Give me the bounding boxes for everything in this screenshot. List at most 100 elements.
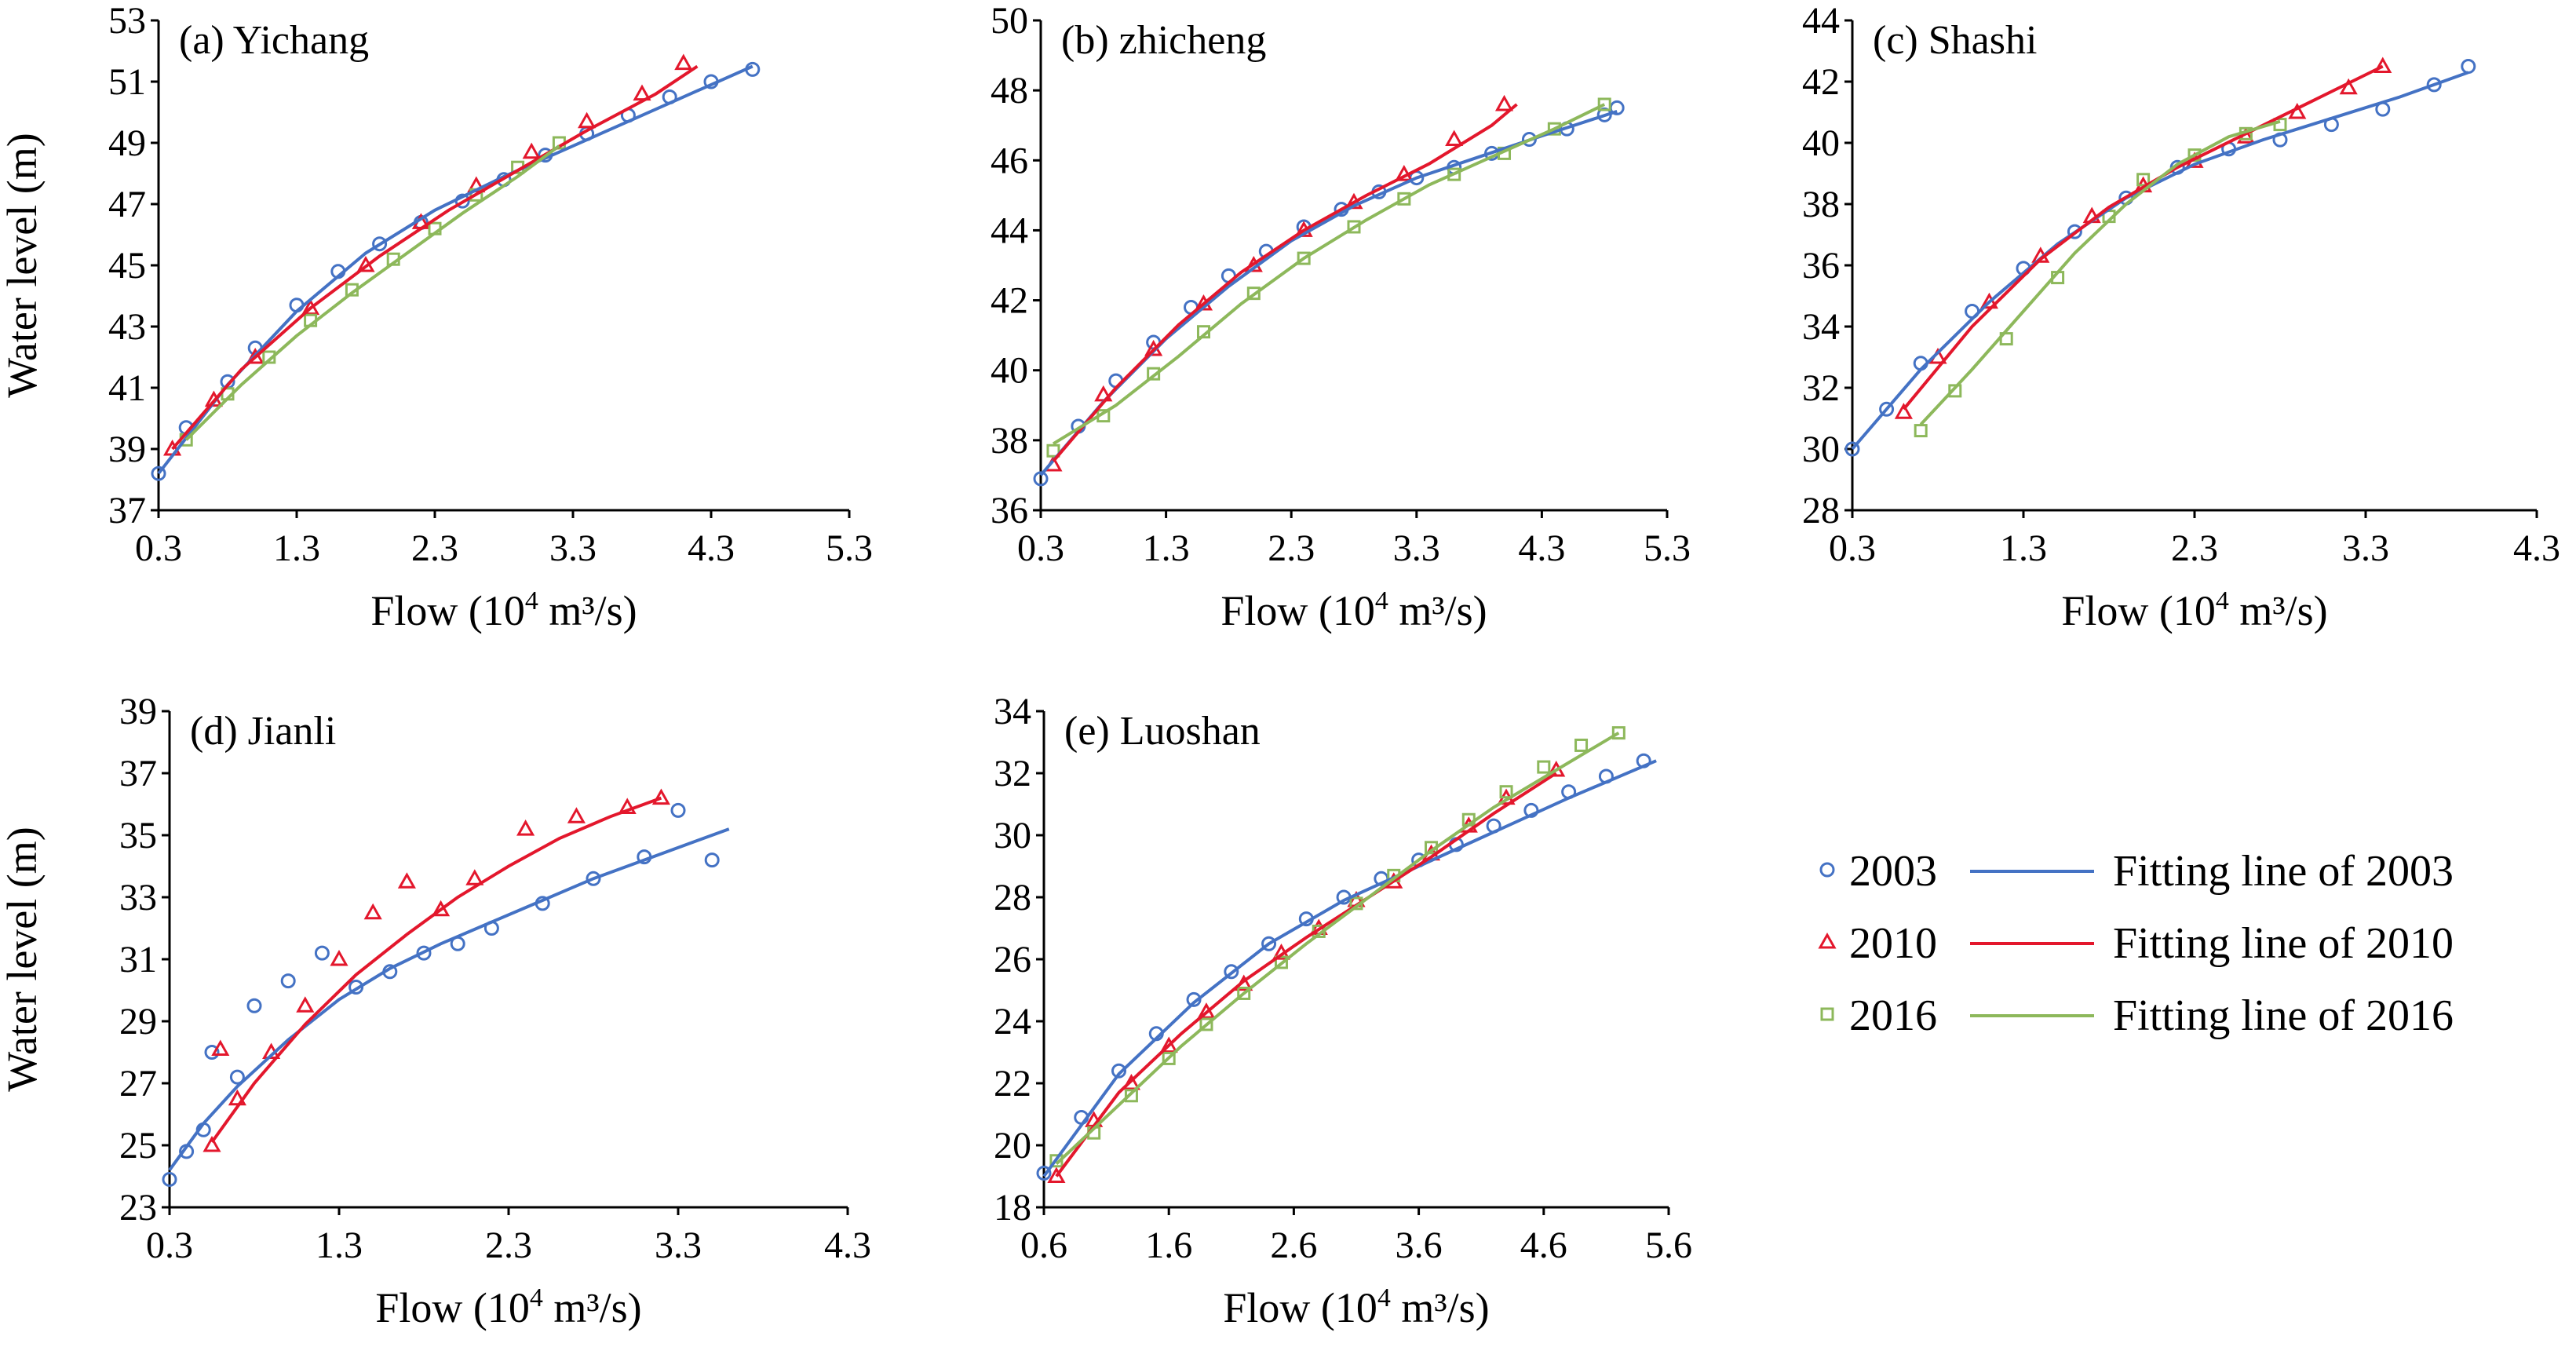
x-tick-label: 2.3 — [485, 1225, 532, 1266]
data-point-2010 — [2339, 78, 2358, 95]
y-tick-label: 40 — [991, 350, 1028, 392]
data-point-2010 — [578, 111, 597, 129]
fitting-line-2010 — [171, 64, 699, 451]
fitting-line-2010 — [210, 796, 662, 1144]
data-point-2003 — [151, 465, 166, 481]
x-tick-label: 5.3 — [1644, 528, 1691, 569]
data-point-2016 — [1347, 220, 1361, 234]
series-2010 — [203, 788, 670, 1152]
chart-panel-4: 0.3 1.3 2.3 3.3 4.3 23 25 27 29 31 33 35 37 39 (d) Jia… — [0, 691, 871, 1331]
x-tick-label: 3.3 — [2342, 528, 2389, 569]
data-point-2010 — [1445, 130, 1464, 147]
y-tick-label: 31 — [119, 939, 157, 980]
x-axis-title: Flow (104 m³/s) — [375, 1283, 641, 1331]
fitting-line-2003 — [1039, 109, 1618, 476]
panel-title: (a) Yichang — [179, 18, 369, 63]
y-tick-label: 30 — [1802, 429, 1840, 470]
data-point-2016 — [1274, 955, 1288, 969]
y-tick-label: 23 — [119, 1187, 157, 1228]
fitting-line-2010 — [1902, 64, 2384, 411]
data-point-2003 — [670, 802, 686, 818]
data-point-2003 — [2067, 224, 2082, 239]
chart-panel-3: 0.3 1.3 2.3 3.3 4.3 28 30 32 34 36 38 40 42 44 (c) Sha… — [1802, 0, 2560, 634]
fitting-line-2003 — [1042, 759, 1657, 1177]
data-point-2016 — [2273, 118, 2287, 132]
y-tick-label: 44 — [991, 210, 1028, 251]
legend-marker-2016 — [1820, 1007, 1834, 1021]
y-tick-label: 28 — [1802, 490, 1840, 531]
y-tick-label: 45 — [108, 245, 146, 287]
x-tick-label: 0.3 — [135, 528, 182, 569]
legend-label-2016: 2016 — [1849, 991, 1937, 1040]
x-tick-label: 0.3 — [1829, 528, 1876, 569]
data-point-2016 — [1397, 192, 1411, 206]
fitting-line-2016 — [1919, 119, 2281, 426]
fitting-line-2003 — [157, 64, 753, 475]
y-tick-label: 38 — [1802, 184, 1840, 225]
y-tick-label: 51 — [108, 61, 146, 103]
fitting-line-2016 — [1055, 731, 1620, 1166]
series-2003 — [1844, 59, 2476, 457]
y-tick-label: 36 — [1802, 245, 1840, 287]
fitting-line-2010 — [1055, 772, 1557, 1177]
y-tick-label: 28 — [994, 877, 1031, 918]
data-point-2003 — [1879, 401, 1895, 417]
y-tick-label: 47 — [108, 184, 146, 225]
panel-title: (c) Shashi — [1873, 18, 2037, 63]
y-tick-label: 41 — [108, 367, 146, 409]
y-tick-label: 44 — [1802, 0, 1840, 42]
series-2003 — [1036, 753, 1651, 1181]
y-tick-label: 33 — [119, 877, 157, 918]
data-point-2010 — [397, 872, 416, 889]
x-tick-label: 2.3 — [2171, 528, 2218, 569]
data-point-2003 — [1261, 936, 1277, 951]
panel-title: (d) Jianli — [190, 709, 336, 754]
data-point-2003 — [280, 973, 296, 989]
data-point-2010 — [363, 903, 382, 920]
data-point-2010 — [674, 53, 693, 71]
fitting-line-2010 — [1052, 103, 1518, 462]
y-tick-label: 37 — [108, 490, 146, 531]
data-point-2003 — [204, 1045, 220, 1060]
series-2010 — [1047, 760, 1566, 1183]
y-tick-label: 38 — [991, 420, 1028, 462]
y-tick-label: 39 — [108, 429, 146, 470]
data-point-2003 — [372, 236, 388, 252]
panel-title: (e) Luoshan — [1064, 709, 1261, 754]
y-tick-label: 36 — [991, 490, 1028, 531]
y-tick-label: 40 — [1802, 122, 1840, 164]
y-tick-label: 29 — [119, 1001, 157, 1042]
data-point-2016 — [1147, 367, 1161, 381]
series-2016 — [1046, 97, 1611, 458]
data-point-2003 — [246, 998, 262, 1013]
x-tick-label: 1.3 — [273, 528, 320, 569]
chart-panel-5: 0.6 1.6 2.6 3.6 4.6 5.6 18 20 22 24 26 28 30 32 34 (e) … — [994, 691, 1692, 1331]
x-tick-label: 1.6 — [1145, 1225, 1192, 1266]
x-axis-title: Flow (104 m³/s) — [1223, 1283, 1489, 1331]
data-point-2003 — [2426, 77, 2442, 93]
data-point-2010 — [465, 869, 484, 885]
y-tick-label: 34 — [994, 691, 1031, 732]
x-axis-title: Flow (104 m³/s) — [370, 586, 637, 634]
data-point-2003 — [229, 1069, 245, 1085]
legend-label-2010: 2010 — [1849, 919, 1937, 968]
data-point-2010 — [1494, 94, 1514, 111]
legend-marker-2010 — [1818, 932, 1837, 949]
y-tick-label: 25 — [119, 1125, 157, 1166]
y-tick-label: 46 — [991, 140, 1028, 181]
data-point-2016 — [1246, 287, 1261, 301]
data-point-2010 — [2373, 57, 2392, 73]
data-point-2016 — [1914, 424, 1928, 438]
x-tick-label: 4.3 — [824, 1225, 871, 1266]
data-point-2003 — [1111, 1063, 1127, 1079]
y-tick-label: 34 — [1802, 306, 1840, 348]
y-tick-label: 35 — [119, 815, 157, 856]
data-point-2003 — [416, 945, 432, 961]
chart-panel-1: 0.3 1.3 2.3 3.3 4.3 5.3 37 39 41 43 45 47 49 51 53 (a) … — [0, 0, 873, 634]
data-point-2016 — [1237, 986, 1251, 1000]
data-point-2016 — [1499, 785, 1513, 799]
series-2003 — [1033, 100, 1625, 487]
x-tick-label: 3.3 — [549, 528, 597, 569]
data-point-2016 — [1948, 384, 1962, 398]
data-point-2010 — [246, 347, 265, 364]
